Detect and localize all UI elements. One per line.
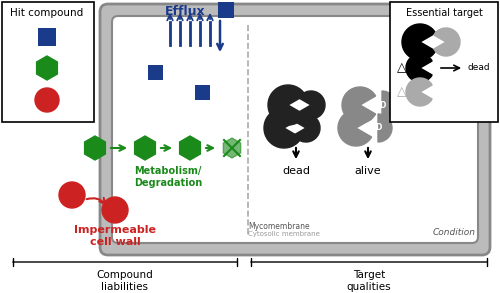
Text: Cytosolic membrane: Cytosolic membrane — [248, 231, 320, 237]
Wedge shape — [378, 114, 392, 142]
Text: Efflux: Efflux — [164, 5, 205, 18]
FancyBboxPatch shape — [2, 2, 94, 122]
Wedge shape — [299, 91, 325, 119]
Polygon shape — [224, 138, 240, 158]
Circle shape — [35, 88, 59, 112]
Text: D: D — [375, 124, 381, 132]
Bar — [148, 65, 163, 80]
Circle shape — [59, 182, 85, 208]
Wedge shape — [268, 85, 306, 125]
FancyBboxPatch shape — [112, 16, 478, 243]
FancyBboxPatch shape — [100, 4, 490, 255]
Wedge shape — [264, 108, 302, 148]
Wedge shape — [342, 87, 376, 123]
Polygon shape — [36, 56, 58, 80]
Polygon shape — [134, 136, 156, 160]
Polygon shape — [180, 136, 201, 160]
Text: △: △ — [397, 62, 407, 74]
Text: alive: alive — [354, 166, 382, 176]
Wedge shape — [382, 91, 396, 119]
Wedge shape — [338, 110, 372, 146]
Text: △: △ — [397, 86, 407, 98]
Text: Essential target: Essential target — [406, 8, 482, 18]
Circle shape — [102, 197, 128, 223]
Text: Metabolism/
Degradation: Metabolism/ Degradation — [134, 166, 202, 188]
FancyBboxPatch shape — [390, 2, 498, 122]
Text: Compound
liabilities: Compound liabilities — [96, 270, 154, 292]
Wedge shape — [406, 78, 432, 106]
Wedge shape — [294, 114, 320, 142]
Bar — [218, 2, 234, 18]
Text: dead: dead — [282, 166, 310, 176]
Wedge shape — [406, 54, 432, 82]
Text: Hit compound: Hit compound — [10, 8, 84, 18]
Text: Mycomembrane: Mycomembrane — [248, 222, 310, 231]
Bar — [38, 28, 56, 46]
Text: Target
qualities: Target qualities — [346, 270, 392, 292]
Text: D: D — [379, 100, 385, 110]
Polygon shape — [84, 136, 105, 160]
Text: Condition: Condition — [433, 228, 476, 237]
Text: Impermeable
cell wall: Impermeable cell wall — [74, 225, 156, 247]
FancyBboxPatch shape — [235, 12, 483, 247]
Wedge shape — [402, 24, 436, 60]
Bar — [195, 85, 210, 100]
Text: dead: dead — [468, 64, 490, 72]
Wedge shape — [434, 28, 460, 56]
